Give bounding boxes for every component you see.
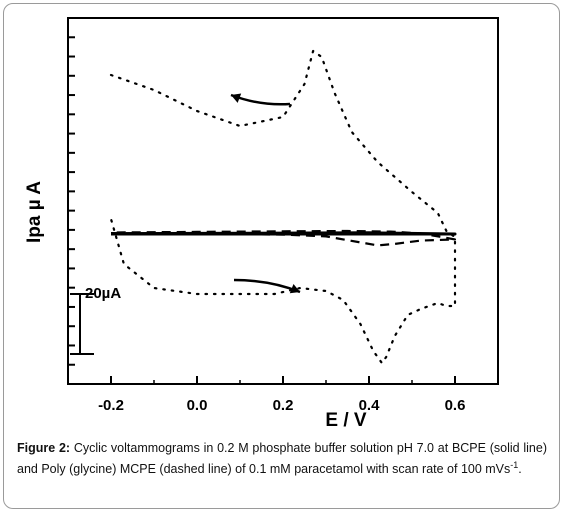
lower-scan-arrow-head bbox=[289, 284, 300, 294]
x-tick-label: 0.0 bbox=[187, 397, 208, 414]
x-axis-label: E / V bbox=[325, 410, 367, 431]
chart-traces bbox=[109, 49, 457, 365]
x-tick-label: -0.2 bbox=[98, 397, 124, 414]
figure-caption: Figure 2: Cyclic voltammograms in 0.2 M … bbox=[17, 440, 547, 478]
caption-text: Cyclic voltammograms in 0.2 M phosphate … bbox=[17, 441, 547, 477]
scale-bar-label: 20µA bbox=[85, 285, 121, 302]
x-tick-label: 0.4 bbox=[359, 397, 381, 414]
x-tick-label: 0.2 bbox=[273, 397, 294, 414]
chart-labels: E / V Ipa µ A 20µA bbox=[24, 181, 367, 431]
caption-superscript: -1 bbox=[510, 460, 519, 470]
voltammogram-chart: -0.2 0.0 0.2 0.4 0.6 E / V Ipa µ A 20µA bbox=[24, 17, 499, 431]
y-axis-label: Ipa µ A bbox=[24, 181, 45, 243]
x-tick-label: 0.6 bbox=[445, 397, 466, 414]
figure-frame bbox=[3, 3, 560, 509]
chart-axes: -0.2 0.0 0.2 0.4 0.6 bbox=[67, 17, 499, 414]
caption-end: . bbox=[518, 462, 522, 477]
dotted-trace bbox=[109, 49, 457, 365]
caption-figure-label: Figure 2: bbox=[17, 441, 71, 455]
dashed-trace bbox=[110, 229, 457, 247]
solid-trace bbox=[110, 231, 457, 236]
plot-area-border bbox=[67, 17, 499, 385]
upper-scan-arrow-head bbox=[231, 93, 242, 103]
